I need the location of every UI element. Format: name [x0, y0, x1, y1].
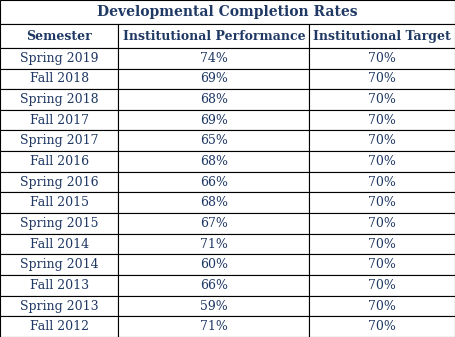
Bar — [309, 316, 455, 337]
Bar — [309, 213, 455, 234]
Text: 74%: 74% — [200, 52, 228, 65]
Bar — [0, 296, 118, 316]
Text: Developmental Completion Rates: Developmental Completion Rates — [97, 5, 358, 19]
Bar — [118, 275, 309, 296]
Bar — [0, 192, 118, 213]
Text: 70%: 70% — [368, 52, 396, 65]
Bar — [0, 275, 118, 296]
Bar — [118, 24, 309, 48]
Text: 66%: 66% — [200, 279, 228, 292]
Text: 70%: 70% — [368, 93, 396, 106]
Text: 68%: 68% — [200, 196, 228, 209]
Text: 70%: 70% — [368, 238, 396, 251]
Bar — [309, 48, 455, 68]
Text: 70%: 70% — [368, 300, 396, 312]
Text: Institutional Target: Institutional Target — [313, 30, 451, 42]
Bar — [309, 296, 455, 316]
Text: Spring 2015: Spring 2015 — [20, 217, 98, 230]
Bar — [118, 48, 309, 68]
Text: 67%: 67% — [200, 217, 228, 230]
Bar — [118, 213, 309, 234]
Text: 70%: 70% — [368, 134, 396, 147]
Bar — [0, 234, 118, 254]
Bar — [0, 0, 455, 24]
Bar — [118, 68, 309, 89]
Bar — [309, 234, 455, 254]
Bar — [0, 172, 118, 192]
Bar — [0, 151, 118, 172]
Text: Spring 2013: Spring 2013 — [20, 300, 98, 312]
Bar — [118, 234, 309, 254]
Text: Fall 2013: Fall 2013 — [30, 279, 89, 292]
Text: 70%: 70% — [368, 176, 396, 189]
Text: 70%: 70% — [368, 217, 396, 230]
Text: 60%: 60% — [200, 258, 228, 271]
Text: 70%: 70% — [368, 114, 396, 127]
Bar — [309, 110, 455, 130]
Bar — [309, 89, 455, 110]
Bar — [118, 151, 309, 172]
Bar — [118, 172, 309, 192]
Bar — [118, 254, 309, 275]
Text: Fall 2016: Fall 2016 — [30, 155, 89, 168]
Bar — [309, 68, 455, 89]
Text: 70%: 70% — [368, 258, 396, 271]
Text: 70%: 70% — [368, 155, 396, 168]
Text: Spring 2014: Spring 2014 — [20, 258, 98, 271]
Bar — [0, 213, 118, 234]
Text: 69%: 69% — [200, 72, 228, 85]
Bar — [118, 89, 309, 110]
Bar — [0, 130, 118, 151]
Bar — [309, 24, 455, 48]
Text: 68%: 68% — [200, 155, 228, 168]
Text: Fall 2017: Fall 2017 — [30, 114, 89, 127]
Bar — [309, 130, 455, 151]
Text: 70%: 70% — [368, 320, 396, 333]
Text: Spring 2018: Spring 2018 — [20, 93, 98, 106]
Bar — [309, 192, 455, 213]
Bar — [309, 172, 455, 192]
Text: Fall 2014: Fall 2014 — [30, 238, 89, 251]
Text: 65%: 65% — [200, 134, 228, 147]
Text: Spring 2019: Spring 2019 — [20, 52, 98, 65]
Text: Fall 2015: Fall 2015 — [30, 196, 89, 209]
Text: 59%: 59% — [200, 300, 228, 312]
Bar — [309, 275, 455, 296]
Bar — [118, 296, 309, 316]
Text: 69%: 69% — [200, 114, 228, 127]
Bar — [118, 192, 309, 213]
Text: 71%: 71% — [200, 238, 228, 251]
Bar — [0, 110, 118, 130]
Text: Semester: Semester — [26, 30, 92, 42]
Text: 70%: 70% — [368, 279, 396, 292]
Bar — [0, 316, 118, 337]
Bar — [309, 254, 455, 275]
Bar — [0, 48, 118, 68]
Text: 71%: 71% — [200, 320, 228, 333]
Text: 70%: 70% — [368, 196, 396, 209]
Text: 68%: 68% — [200, 93, 228, 106]
Bar — [0, 68, 118, 89]
Bar — [0, 89, 118, 110]
Text: Spring 2017: Spring 2017 — [20, 134, 98, 147]
Text: Spring 2016: Spring 2016 — [20, 176, 98, 189]
Text: Institutional Performance: Institutional Performance — [122, 30, 305, 42]
Text: Fall 2012: Fall 2012 — [30, 320, 89, 333]
Bar — [118, 110, 309, 130]
Bar — [0, 254, 118, 275]
Text: Fall 2018: Fall 2018 — [30, 72, 89, 85]
Text: 66%: 66% — [200, 176, 228, 189]
Bar — [118, 316, 309, 337]
Bar — [309, 151, 455, 172]
Bar — [118, 130, 309, 151]
Bar — [0, 24, 118, 48]
Text: 70%: 70% — [368, 72, 396, 85]
